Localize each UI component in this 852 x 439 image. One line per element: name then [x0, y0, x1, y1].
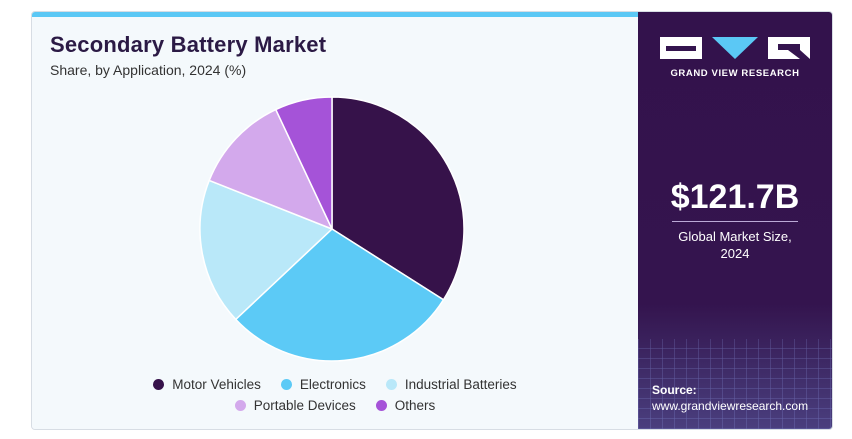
legend-item: Industrial Batteries [385, 377, 517, 392]
pie-slice-motor-vehicles [331, 96, 465, 301]
legend-row-1: Motor Vehicles Electronics Industrial Batt… [32, 377, 638, 392]
legend-item: Others [375, 398, 436, 413]
legend-label: Industrial Batteries [404, 377, 517, 392]
chart-title: Secondary Battery Market [50, 32, 327, 57]
legend-swatch [153, 379, 165, 390]
legend-item: Motor Vehicles [153, 377, 261, 392]
legend-swatch [234, 400, 246, 411]
pie-slice-electronics [234, 228, 445, 362]
info-sidebar: GRAND VIEW RESEARCH $121.7B Global Marke… [638, 12, 832, 429]
legend-row-2: Portable Devices Others [32, 398, 638, 413]
legend-swatch [280, 379, 292, 390]
chart-panel: Secondary Battery Market Share, by Appli… [32, 12, 638, 429]
market-size-label: Global Market Size, 2024 [638, 228, 832, 262]
legend-label: Others [394, 398, 436, 413]
source-label: Source: [652, 383, 697, 397]
legend-swatch [385, 379, 397, 390]
accent-bar [32, 12, 638, 17]
market-size-value: $121.7B [670, 178, 800, 216]
decorative-grid [638, 339, 832, 429]
chart-card: Secondary Battery Market Share, by Appli… [31, 11, 833, 430]
pie-slice-industrial-batteries [199, 179, 334, 321]
legend-label: Portable Devices [253, 398, 356, 413]
grand-view-research-logo [660, 37, 810, 59]
market-label-line-2: 2024 [720, 246, 750, 261]
legend-item: Portable Devices [234, 398, 356, 413]
legend-item: Electronics [280, 377, 366, 392]
legend-label: Motor Vehicles [172, 377, 261, 392]
pie-slice-others [274, 96, 333, 230]
source-url[interactable]: www.grandviewresearch.com [652, 399, 809, 413]
pie-chart [199, 96, 465, 362]
legend-swatch [375, 400, 387, 411]
pie-slice-portable-devices [208, 108, 334, 231]
divider [672, 221, 798, 222]
brand-name: GRAND VIEW RESEARCH [670, 68, 800, 79]
legend-label: Electronics [299, 377, 366, 392]
chart-subtitle: Share, by Application, 2024 (%) [50, 62, 247, 78]
market-label-line-1: Global Market Size, [678, 229, 792, 244]
